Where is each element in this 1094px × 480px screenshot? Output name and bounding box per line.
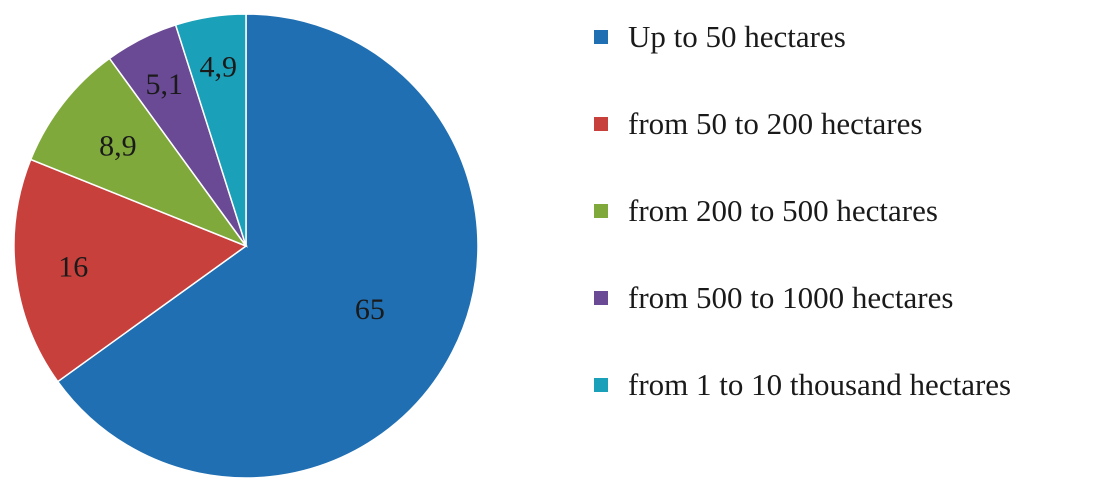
legend-swatch (594, 291, 608, 305)
data-label-up-to-50-hectares: 65 (355, 293, 385, 326)
data-label-from-500-to-1000-hectares: 5,1 (146, 68, 184, 101)
legend-item-up-to-50-hectares: Up to 50 hectares (594, 14, 1011, 60)
legend: Up to 50 hectares from 50 to 200 hectares… (594, 14, 1011, 449)
legend-label: from 500 to 1000 hectares (628, 280, 954, 315)
legend-label: Up to 50 hectares (628, 19, 846, 54)
legend-item-from-500-to-1000-hectares: from 500 to 1000 hectares (594, 275, 1011, 321)
legend-label: from 50 to 200 hectares (628, 106, 923, 141)
pie-slice-from-1-to-10-thousand-hectares (174, 13, 247, 247)
pie-slices (13, 13, 479, 479)
pie-slice-from-200-to-500-hectares (29, 57, 249, 248)
legend-item-from-200-to-500-hectares: from 200 to 500 hectares (594, 188, 1011, 234)
data-label-from-1-to-10-thousand-hectares: 4,9 (199, 51, 237, 84)
data-label-from-50-to-200-hectares: 16 (58, 251, 88, 284)
pie-slice-up-to-50-hectares (56, 13, 479, 479)
legend-item-from-1-to-10-thousand-hectares: from 1 to 10 thousand hectares (594, 362, 1011, 408)
pie-data-labels: 65 16 8,9 5,1 4,9 (58, 51, 385, 326)
data-label-from-200-to-500-hectares: 8,9 (99, 130, 137, 163)
legend-label: from 200 to 500 hectares (628, 193, 938, 228)
legend-item-from-50-to-200-hectares: from 50 to 200 hectares (594, 101, 1011, 147)
legend-swatch (594, 117, 608, 131)
legend-label: from 1 to 10 thousand hectares (628, 367, 1012, 402)
legend-swatch (594, 204, 608, 218)
legend-swatch (594, 378, 608, 392)
legend-swatch (594, 30, 608, 44)
pie-slice-from-50-to-200-hectares (13, 158, 248, 383)
